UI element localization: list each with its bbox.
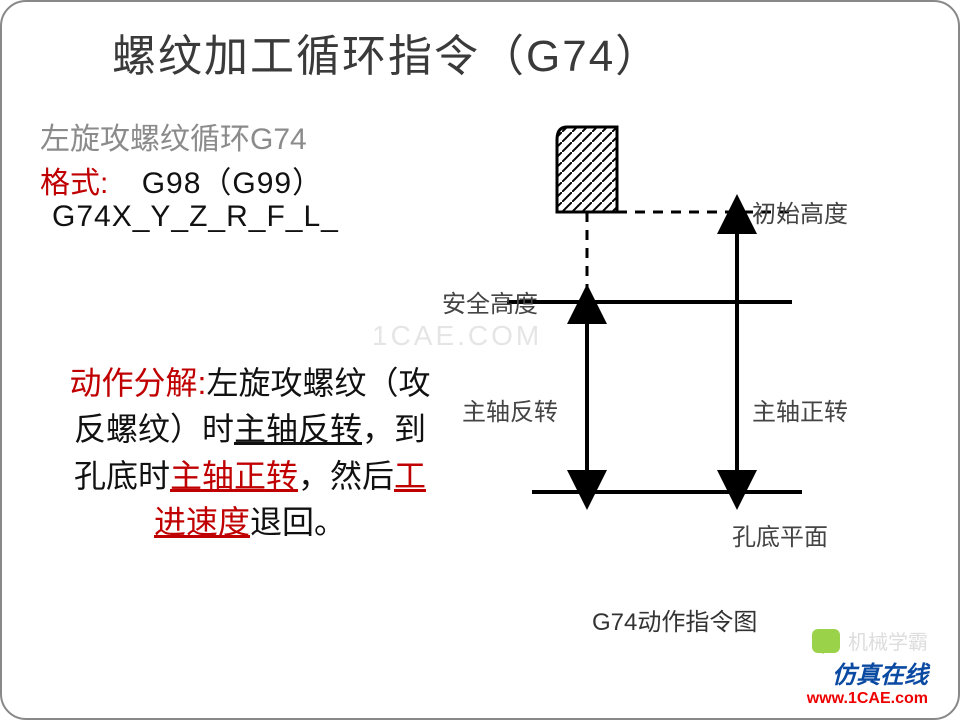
page-title: 螺纹加工循环指令（G74） xyxy=(112,20,661,84)
label-safe-height: 安全高度 xyxy=(442,284,538,319)
label-spindle-rev: 主轴反转 xyxy=(462,392,558,427)
label-spindle-fwd: 主轴正转 xyxy=(752,392,848,427)
brand-sub1: 仿真在线 xyxy=(807,655,928,690)
desc-u1: 主轴反转 xyxy=(234,411,362,447)
format-code1: G98（G99） xyxy=(142,167,323,200)
diagram-caption: G74动作指令图 xyxy=(592,602,757,637)
desc-t3: ，然后 xyxy=(298,458,394,494)
brand-sub2: www.1CAE.com xyxy=(807,690,928,708)
desc-t4: 退回。 xyxy=(250,504,346,540)
diagram-svg xyxy=(472,122,912,542)
format-label: 格式: xyxy=(40,167,108,200)
brand-text: 机械学霸 xyxy=(848,626,928,655)
desc-label: 动作分解: xyxy=(70,365,207,401)
desc-u2: 主轴正转 xyxy=(170,458,298,494)
subtitle: 左旋攻螺纹循环G74 xyxy=(40,114,307,158)
label-init-height: 初始高度 xyxy=(752,194,848,229)
description: 动作分解:左旋攻螺纹（攻反螺纹）时主轴反转，到孔底时主轴正转，然后工进速度退回。 xyxy=(60,360,440,546)
wechat-icon xyxy=(812,629,840,653)
format-row: 格式: G98（G99） xyxy=(40,158,323,202)
slide: 螺纹加工循环指令（G74） 左旋攻螺纹循环G74 格式: G98（G99） G7… xyxy=(0,0,960,720)
g74-diagram: 初始高度 安全高度 主轴反转 主轴正转 孔底平面 xyxy=(472,122,912,622)
footer: 机械学霸 仿真在线 www.1CAE.com xyxy=(807,626,928,708)
label-hole-bottom: 孔底平面 xyxy=(732,517,828,552)
format-code2: G74X_Y_Z_R_F_L_ xyxy=(52,200,339,234)
tool-shape xyxy=(557,127,617,212)
